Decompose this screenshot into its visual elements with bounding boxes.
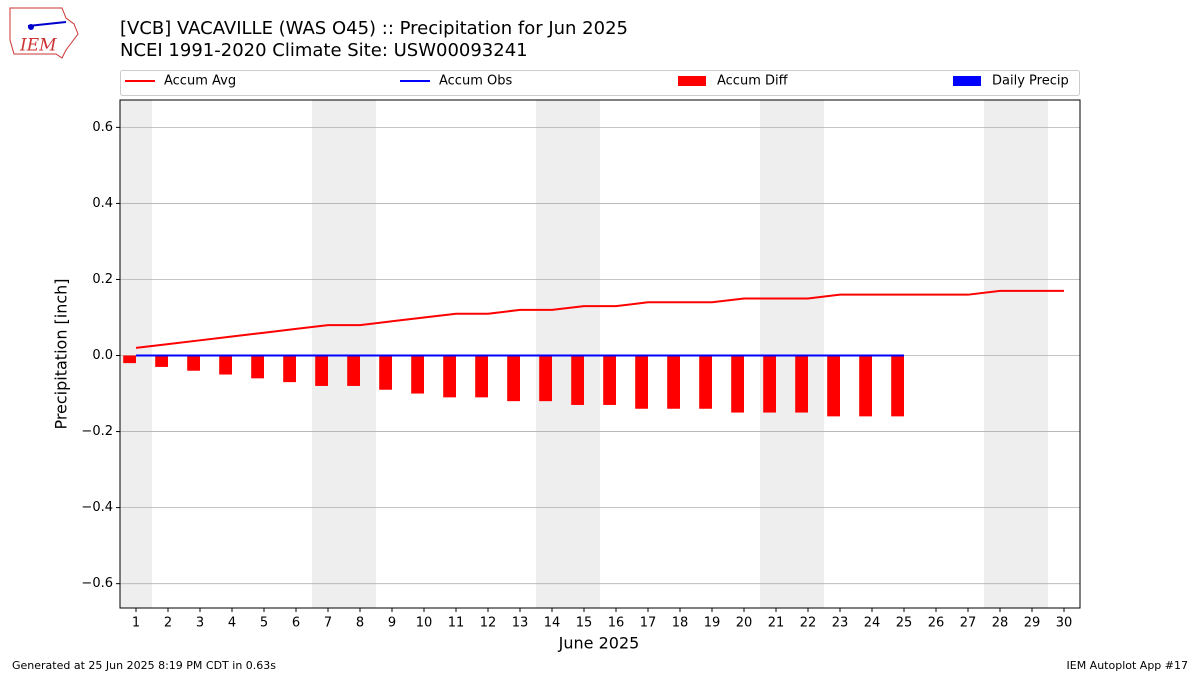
weekend-shade (536, 100, 600, 608)
x-tick-label: 20 (736, 616, 753, 631)
x-tick-label: 16 (608, 616, 625, 631)
chart-subtitle: NCEI 1991-2020 Climate Site: USW00093241 (120, 40, 528, 61)
bar (251, 355, 264, 379)
bar (795, 355, 808, 413)
logo: IEM (9, 7, 79, 59)
bar (635, 355, 648, 409)
y-tick-label: −0.2 (81, 424, 113, 439)
x-tick-label: 22 (800, 616, 817, 631)
x-tick-label: 23 (832, 616, 849, 631)
y-tick-label: 0.6 (92, 120, 113, 135)
legend-label: Accum Avg (164, 74, 236, 89)
bar (379, 355, 392, 390)
weekend-shade (984, 100, 1048, 608)
x-tick-label: 2 (164, 616, 172, 631)
x-tick-label: 19 (704, 616, 721, 631)
legend-label: Accum Obs (439, 74, 512, 89)
bar (283, 355, 296, 383)
x-tick-label: 14 (544, 616, 561, 631)
logo-dot (28, 24, 34, 30)
legend-label: Daily Precip (992, 74, 1069, 89)
y-tick-label: 0.0 (92, 348, 113, 363)
bar (219, 355, 232, 375)
x-axis-label: June 2025 (558, 634, 640, 653)
x-tick-label: 29 (1024, 616, 1041, 631)
x-tick-label: 15 (576, 616, 593, 631)
legend-label: Accum Diff (717, 74, 789, 89)
footer-right: IEM Autoplot App #17 (1067, 659, 1189, 672)
bar (123, 355, 136, 364)
weekend-shade (312, 100, 376, 608)
line (135, 289, 1064, 349)
plot-frame (119, 99, 1081, 609)
bar (411, 355, 424, 394)
logo-line (27, 21, 67, 27)
x-tick-label: 7 (324, 616, 332, 631)
y-axis-label: Precipitation [inch] (52, 278, 71, 429)
x-tick-label: 10 (416, 616, 433, 631)
x-tick-label: 12 (480, 616, 497, 631)
bar (667, 355, 680, 409)
y-tick-label: 0.4 (92, 196, 113, 211)
weekend-shade (120, 100, 152, 608)
logo-outline (9, 7, 79, 59)
y-tick-label: −0.4 (81, 500, 113, 515)
x-tick-label: 13 (512, 616, 529, 631)
legend-swatch (678, 76, 706, 86)
x-tick-label: 4 (228, 616, 236, 631)
bar (891, 355, 904, 417)
x-tick-label: 21 (768, 616, 785, 631)
y-tick-label: 0.2 (92, 272, 113, 287)
x-tick-label: 17 (640, 616, 657, 631)
bar (155, 355, 168, 367)
bar (571, 355, 584, 405)
x-tick-label: 9 (388, 616, 396, 631)
y-tick-label: −0.6 (81, 576, 113, 591)
bar (539, 355, 552, 402)
bar (443, 355, 456, 398)
legend-swatch (953, 76, 981, 86)
bar (859, 355, 872, 417)
bar (763, 355, 776, 413)
bar (187, 355, 200, 371)
x-tick-label: 18 (672, 616, 689, 631)
bar (827, 355, 840, 417)
legend-box (120, 70, 1080, 96)
x-tick-label: 1 (132, 616, 140, 631)
x-tick-label: 30 (1056, 616, 1073, 631)
x-tick-label: 25 (896, 616, 913, 631)
x-tick-label: 28 (992, 616, 1009, 631)
footer-left: Generated at 25 Jun 2025 8:19 PM CDT in … (12, 659, 276, 672)
x-tick-label: 5 (260, 616, 268, 631)
logo-text: IEM (19, 36, 57, 56)
x-tick-label: 8 (356, 616, 364, 631)
bar (699, 355, 712, 409)
bar (507, 355, 520, 402)
x-tick-label: 24 (864, 616, 881, 631)
bar (347, 355, 360, 386)
x-tick-label: 27 (960, 616, 977, 631)
x-tick-label: 11 (448, 616, 465, 631)
bar (731, 355, 744, 413)
weekend-shade (760, 100, 824, 608)
chart-title: [VCB] VACAVILLE (WAS O45) :: Precipitati… (120, 18, 628, 39)
bar (475, 355, 488, 398)
bar (315, 355, 328, 386)
plot-area: −0.6−0.4−0.20.00.20.40.61 2 3 4 5 6 7 8 9 10 11 12 1… (81, 99, 1081, 631)
bar (603, 355, 616, 405)
x-tick-label: 3 (196, 616, 204, 631)
x-tick-label: 26 (928, 616, 945, 631)
x-tick-label: 6 (292, 616, 300, 631)
